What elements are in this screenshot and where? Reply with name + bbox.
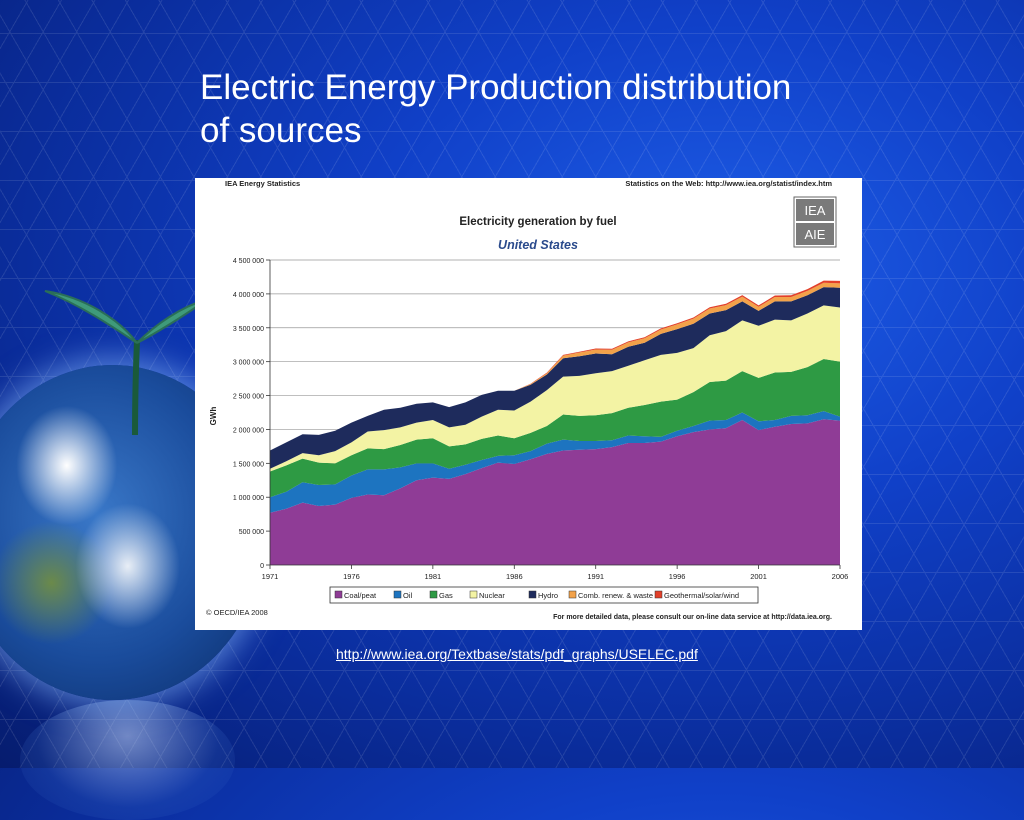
chart-subtitle: United States [498, 238, 578, 252]
axes: 0 500 000 1 000 000 1 500 000 2 000 000 2 500… [233, 258, 849, 581]
chart-title: Electricity generation by fuel [459, 216, 616, 228]
earth-reflection [20, 700, 235, 820]
logo-text-top: IEA [805, 203, 826, 218]
legend-swatch [654, 590, 663, 599]
x-tick-label: 1986 [506, 572, 523, 581]
legend-swatch [469, 590, 478, 599]
slide-title: Electric Energy Production distribution … [200, 66, 920, 152]
legend-label: Comb. renew. & waste [578, 591, 653, 600]
legend-swatch [334, 590, 343, 599]
legend-swatch [568, 590, 577, 599]
y-tick-label: 3 500 000 [233, 326, 264, 333]
legend-swatch [429, 590, 438, 599]
y-tick-label: 2 500 000 [233, 394, 264, 401]
x-tick-label: 2006 [832, 572, 849, 581]
y-tick-label: 4 500 000 [233, 258, 264, 265]
stacked-areas [270, 280, 840, 565]
chart-source-right: Statistics on the Web: http://www.iea.or… [625, 179, 832, 188]
area-oil [270, 411, 840, 513]
legend-label: Geothermal/solar/wind [664, 591, 739, 600]
chart-panel: IEA Energy Statistics Statistics on the … [195, 178, 862, 630]
x-tick-label: 1991 [587, 572, 604, 581]
area-nuclear [270, 305, 840, 472]
y-tick-label: 0 [260, 563, 264, 570]
chart-footer-left: © OECD/IEA 2008 [206, 608, 268, 617]
area-coal-peat [270, 419, 840, 565]
y-tick-label: 2 000 000 [233, 427, 264, 434]
slide-title-line1: Electric Energy Production distribution [200, 68, 792, 107]
x-tick-label: 1981 [425, 572, 442, 581]
area-comb-renew-waste [270, 282, 840, 451]
y-tick-label: 1 500 000 [233, 461, 264, 468]
y-axis-label: GWh [209, 407, 218, 426]
y-tick-label: 3 000 000 [233, 360, 264, 367]
x-tick-label: 1996 [669, 572, 686, 581]
logo-text-bottom: AIE [805, 227, 826, 242]
area-gas [270, 358, 840, 498]
legend-label: Oil [403, 591, 413, 600]
x-tick-label: 1971 [262, 572, 279, 581]
x-tick-label: 2001 [750, 572, 767, 581]
y-tick-label: 500 000 [239, 529, 264, 536]
sprout-image [44, 290, 209, 435]
legend-label: Hydro [538, 591, 558, 600]
legend-label: Nuclear [479, 591, 505, 600]
source-url-link[interactable]: http://www.iea.org/Textbase/stats/pdf_gr… [336, 646, 698, 662]
chart-footer-right: For more detailed data, please consult o… [553, 614, 832, 621]
slide-title-line2: of sources [200, 111, 362, 150]
area-hydro [270, 287, 840, 469]
electricity-generation-chart: IEA Energy Statistics Statistics on the … [206, 179, 849, 621]
legend-swatch [393, 590, 402, 599]
legend-label: Gas [439, 591, 453, 600]
legend-label: Coal/peat [344, 591, 377, 600]
iea-logo: IEA AIE [793, 196, 837, 248]
x-tick-label: 1976 [343, 572, 360, 581]
chart-source-left: IEA Energy Statistics [225, 179, 300, 188]
y-tick-label: 4 000 000 [233, 292, 264, 299]
legend-swatch [528, 590, 537, 599]
legend: Coal/peat Oil Gas Nuclear Hydro Comb. renew. … [329, 586, 759, 604]
y-tick-label: 1 000 000 [233, 495, 264, 502]
